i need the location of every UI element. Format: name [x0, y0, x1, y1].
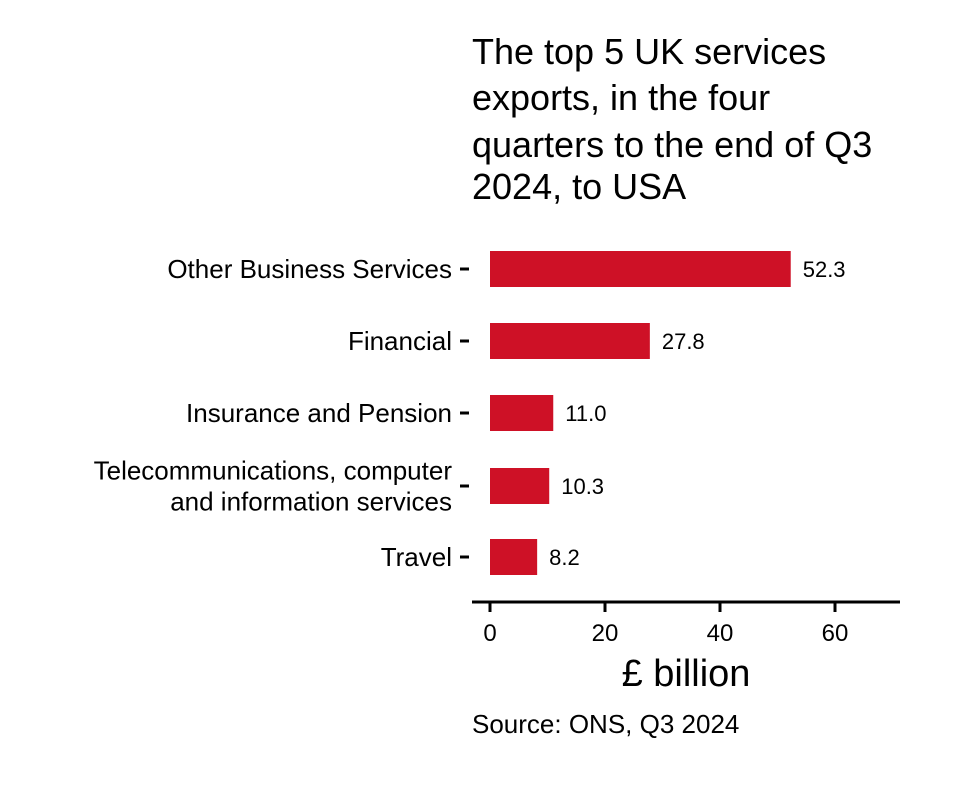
bars — [490, 251, 791, 575]
bar — [490, 323, 650, 359]
bar — [490, 251, 791, 287]
bar — [490, 468, 550, 504]
value-label: 8.2 — [549, 545, 580, 570]
bar — [490, 539, 538, 575]
value-label: 10.3 — [561, 474, 604, 499]
x-tick-label: 60 — [822, 620, 849, 647]
category-label: Telecommunications, computer — [94, 456, 453, 486]
chart-title-line: exports, in the four — [472, 77, 770, 118]
value-label: 27.8 — [662, 329, 705, 354]
x-axis-title: £ billion — [622, 653, 751, 695]
bar — [490, 395, 554, 431]
x-tick-label: 20 — [592, 620, 619, 647]
category-label: Insurance and Pension — [186, 398, 452, 428]
value-label: 11.0 — [565, 401, 606, 426]
category-labels: Other Business Services Financial Insuranc… — [94, 254, 469, 572]
chart-title-line: The top 5 UK services — [472, 31, 826, 72]
value-labels: 52.3 27.8 11.0 10.3 8.2 — [549, 257, 845, 570]
source-note: Source: ONS, Q3 2024 — [472, 709, 739, 739]
chart-title-line: 2024, to USA — [472, 166, 686, 207]
category-label: Travel — [381, 542, 452, 572]
x-axis: 0 20 40 60 — [472, 600, 900, 647]
category-label: Financial — [348, 326, 452, 356]
category-label: Other Business Services — [167, 254, 452, 284]
chart-title: The top 5 UK services exports, in the fou… — [472, 31, 872, 207]
chart-title-line: quarters to the end of Q3 — [472, 124, 872, 165]
value-label: 52.3 — [803, 257, 846, 282]
category-label: and information services — [170, 487, 452, 517]
x-tick-label: 40 — [707, 620, 734, 647]
x-tick-label: 0 — [483, 620, 496, 647]
